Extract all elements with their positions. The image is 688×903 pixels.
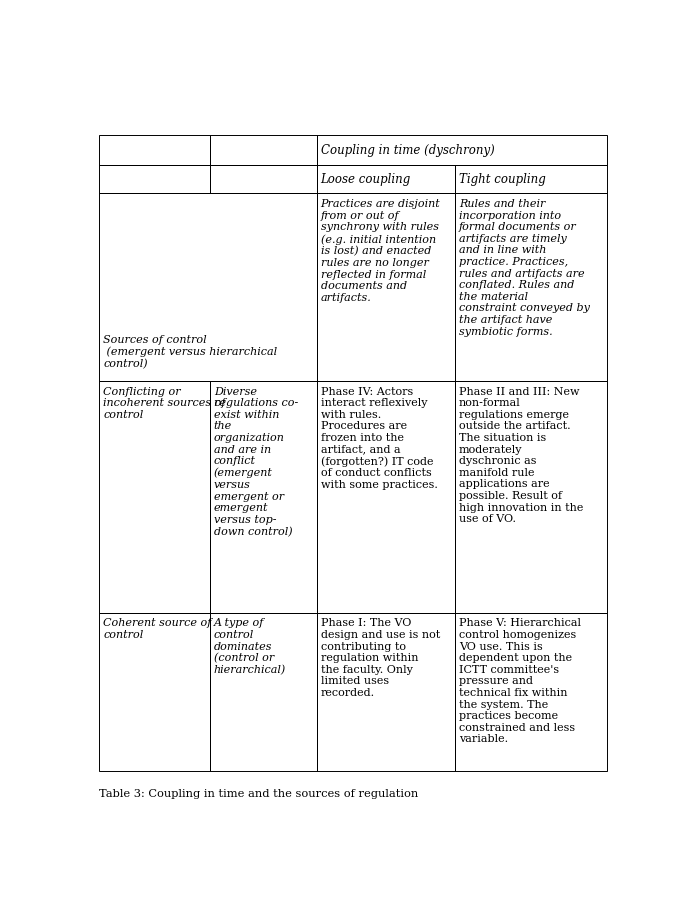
Text: Coupling in time (dyschrony): Coupling in time (dyschrony): [321, 144, 494, 157]
Text: Rules and their
incorporation into
formal documents or
artifacts are timely
and : Rules and their incorporation into forma…: [459, 199, 590, 336]
Bar: [316, 194, 455, 381]
Text: Sources of control
 (emergent versus hierarchical
control): Sources of control (emergent versus hier…: [103, 335, 277, 369]
Text: Loose coupling: Loose coupling: [321, 173, 411, 186]
Text: Phase II and III: New
non-formal
regulations emerge
outside the artifact.
The si: Phase II and III: New non-formal regulat…: [459, 386, 583, 524]
Bar: [316, 381, 455, 613]
Bar: [316, 165, 455, 194]
Text: Diverse
regulations co-
exist within
the
organization
and are in
conflict
(emerg: Diverse regulations co- exist within the…: [214, 386, 298, 536]
Bar: [316, 613, 455, 771]
Bar: [210, 613, 316, 771]
Bar: [210, 136, 316, 165]
Text: A type of
control
dominates
(control or
hierarchical): A type of control dominates (control or …: [214, 618, 286, 675]
Bar: [455, 194, 608, 381]
Bar: [455, 165, 608, 194]
Bar: [99, 136, 210, 165]
Bar: [455, 613, 608, 771]
Text: Tight coupling: Tight coupling: [459, 173, 546, 186]
Bar: [210, 165, 316, 194]
Bar: [99, 165, 210, 194]
Text: Phase IV: Actors
interact reflexively
with rules.
Procedures are
frozen into the: Phase IV: Actors interact reflexively wi…: [321, 386, 438, 489]
Bar: [210, 381, 316, 613]
Bar: [99, 194, 316, 381]
Text: Table 3: Coupling in time and the sources of regulation: Table 3: Coupling in time and the source…: [99, 788, 418, 798]
Text: Practices are disjoint
from or out of
synchrony with rules
(e.g. initial intenti: Practices are disjoint from or out of sy…: [321, 199, 440, 303]
Bar: [455, 381, 608, 613]
Text: Coherent source of
control: Coherent source of control: [103, 618, 211, 639]
Text: Conflicting or
incoherent sources of
control: Conflicting or incoherent sources of con…: [103, 386, 226, 419]
Text: Phase V: Hierarchical
control homogenizes
VO use. This is
dependent upon the
ICT: Phase V: Hierarchical control homogenize…: [459, 618, 581, 744]
Text: Phase I: The VO
design and use is not
contributing to
regulation within
the facu: Phase I: The VO design and use is not co…: [321, 618, 440, 697]
Bar: [99, 381, 210, 613]
Bar: [316, 136, 608, 165]
Bar: [99, 613, 210, 771]
